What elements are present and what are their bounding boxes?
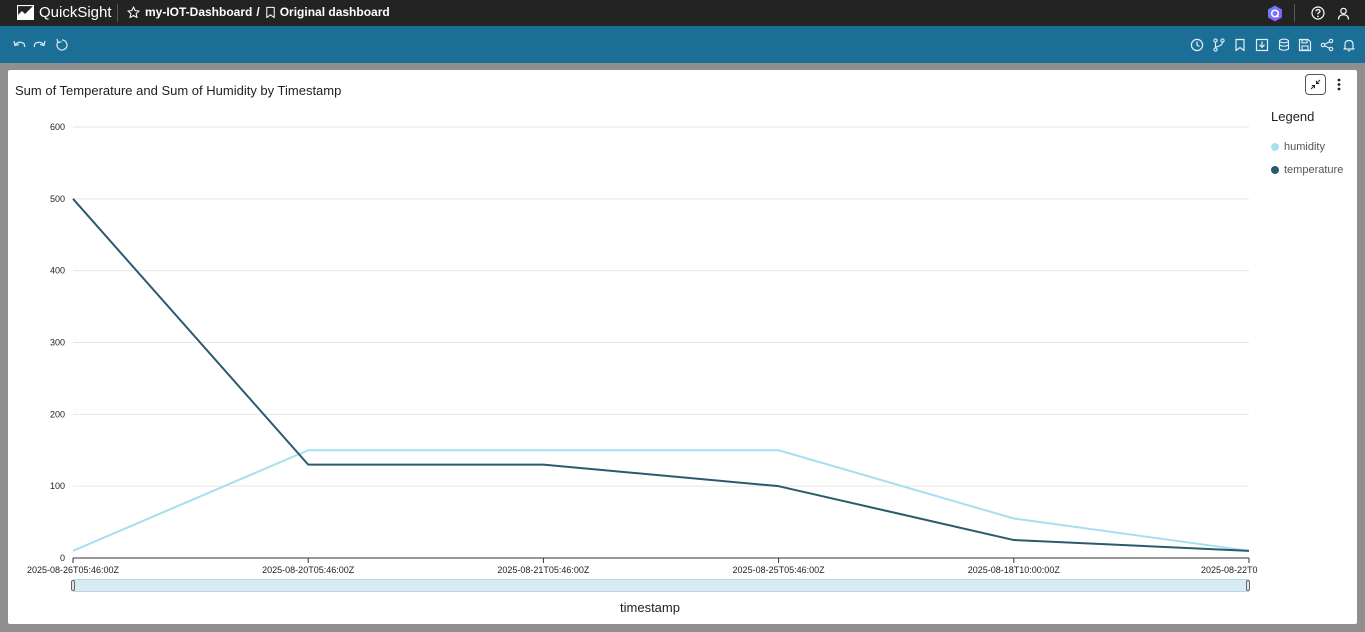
share-icon[interactable] xyxy=(1318,36,1335,53)
legend-label: humidity xyxy=(1284,141,1325,153)
x-tick-label: 2025-08-21T05:46:00Z xyxy=(497,565,590,575)
brand-name: QuickSight xyxy=(39,4,112,21)
alert-icon[interactable] xyxy=(1340,36,1357,53)
legend-swatch xyxy=(1271,143,1279,151)
breadcrumb: my-IOT-Dashboard / Original dashboard xyxy=(127,5,390,19)
sheet-name[interactable]: Original dashboard xyxy=(279,5,390,19)
top-bar: QuickSight my-IOT-Dashboard / Original d… xyxy=(0,0,1365,26)
y-tick-label: 300 xyxy=(50,338,65,348)
quicksight-logo-icon xyxy=(17,5,34,20)
visual-menu xyxy=(1305,74,1349,95)
x-tick-label: 2025-08-20T05:46:00Z xyxy=(262,565,355,575)
y-tick-label: 500 xyxy=(50,194,65,204)
range-slider-left-handle[interactable] xyxy=(71,580,75,591)
visual-more-options-button[interactable] xyxy=(1328,74,1349,95)
divider xyxy=(1294,4,1295,22)
legend-item-humidity[interactable]: humidity xyxy=(1271,141,1325,153)
divider xyxy=(117,4,118,22)
quicksight-home-link[interactable]: QuickSight xyxy=(17,4,112,21)
breadcrumb-separator: / xyxy=(256,5,260,19)
y-tick-label: 600 xyxy=(50,122,65,132)
y-tick-label: 100 xyxy=(50,481,65,491)
collapse-icon xyxy=(1310,79,1321,90)
x-axis-title: timestamp xyxy=(620,600,680,615)
schedule-icon[interactable] xyxy=(1188,36,1205,53)
more-vertical-icon xyxy=(1337,78,1340,91)
legend-item-temperature[interactable]: temperature xyxy=(1271,164,1343,176)
line-chart: 0 100 200 300 400 500 600 2025-08-26T05:46:00Z 2… xyxy=(27,122,1258,575)
bookmark-icon[interactable] xyxy=(1231,36,1248,53)
dashboard-toolbar xyxy=(0,26,1365,63)
q-assistant-icon[interactable] xyxy=(1266,4,1284,22)
legend-swatch xyxy=(1271,166,1279,174)
y-tick-label: 400 xyxy=(50,266,65,276)
legend-title: Legend xyxy=(1271,109,1315,124)
x-tick-label: 2025-08-25T05:46:00Z xyxy=(733,565,826,575)
dashboard-name[interactable]: my-IOT-Dashboard xyxy=(145,5,253,19)
legend-label: temperature xyxy=(1284,164,1344,176)
series-line-temperature xyxy=(72,198,1250,552)
user-icon[interactable] xyxy=(1334,4,1352,22)
help-icon[interactable] xyxy=(1309,4,1327,22)
download-icon[interactable] xyxy=(1253,36,1270,53)
series-line-humidity xyxy=(72,449,1250,552)
branch-icon[interactable] xyxy=(1210,36,1227,53)
x-tick-label: 2025-08-18T10:00:00Z xyxy=(968,565,1061,575)
bookmark-icon xyxy=(265,6,275,18)
collapse-visual-button[interactable] xyxy=(1305,74,1326,95)
y-tick-label: 0 xyxy=(60,553,65,563)
save-icon[interactable] xyxy=(1296,36,1313,53)
redo-icon[interactable] xyxy=(31,36,48,53)
x-tick-label: 2025-08-22T0 xyxy=(1201,565,1258,575)
range-slider-right-handle[interactable] xyxy=(1246,580,1250,591)
star-icon[interactable] xyxy=(127,5,140,19)
x-tick-label: 2025-08-26T05:46:00Z xyxy=(27,565,120,575)
y-tick-label: 200 xyxy=(50,409,65,419)
visual-card: Sum of Temperature and Sum of Humidity b… xyxy=(8,70,1357,624)
dataset-icon[interactable] xyxy=(1275,36,1292,53)
undo-icon[interactable] xyxy=(10,36,27,53)
reset-icon[interactable] xyxy=(53,36,70,53)
visual-title: Sum of Temperature and Sum of Humidity b… xyxy=(15,83,342,98)
x-axis-range-slider[interactable] xyxy=(73,579,1249,592)
